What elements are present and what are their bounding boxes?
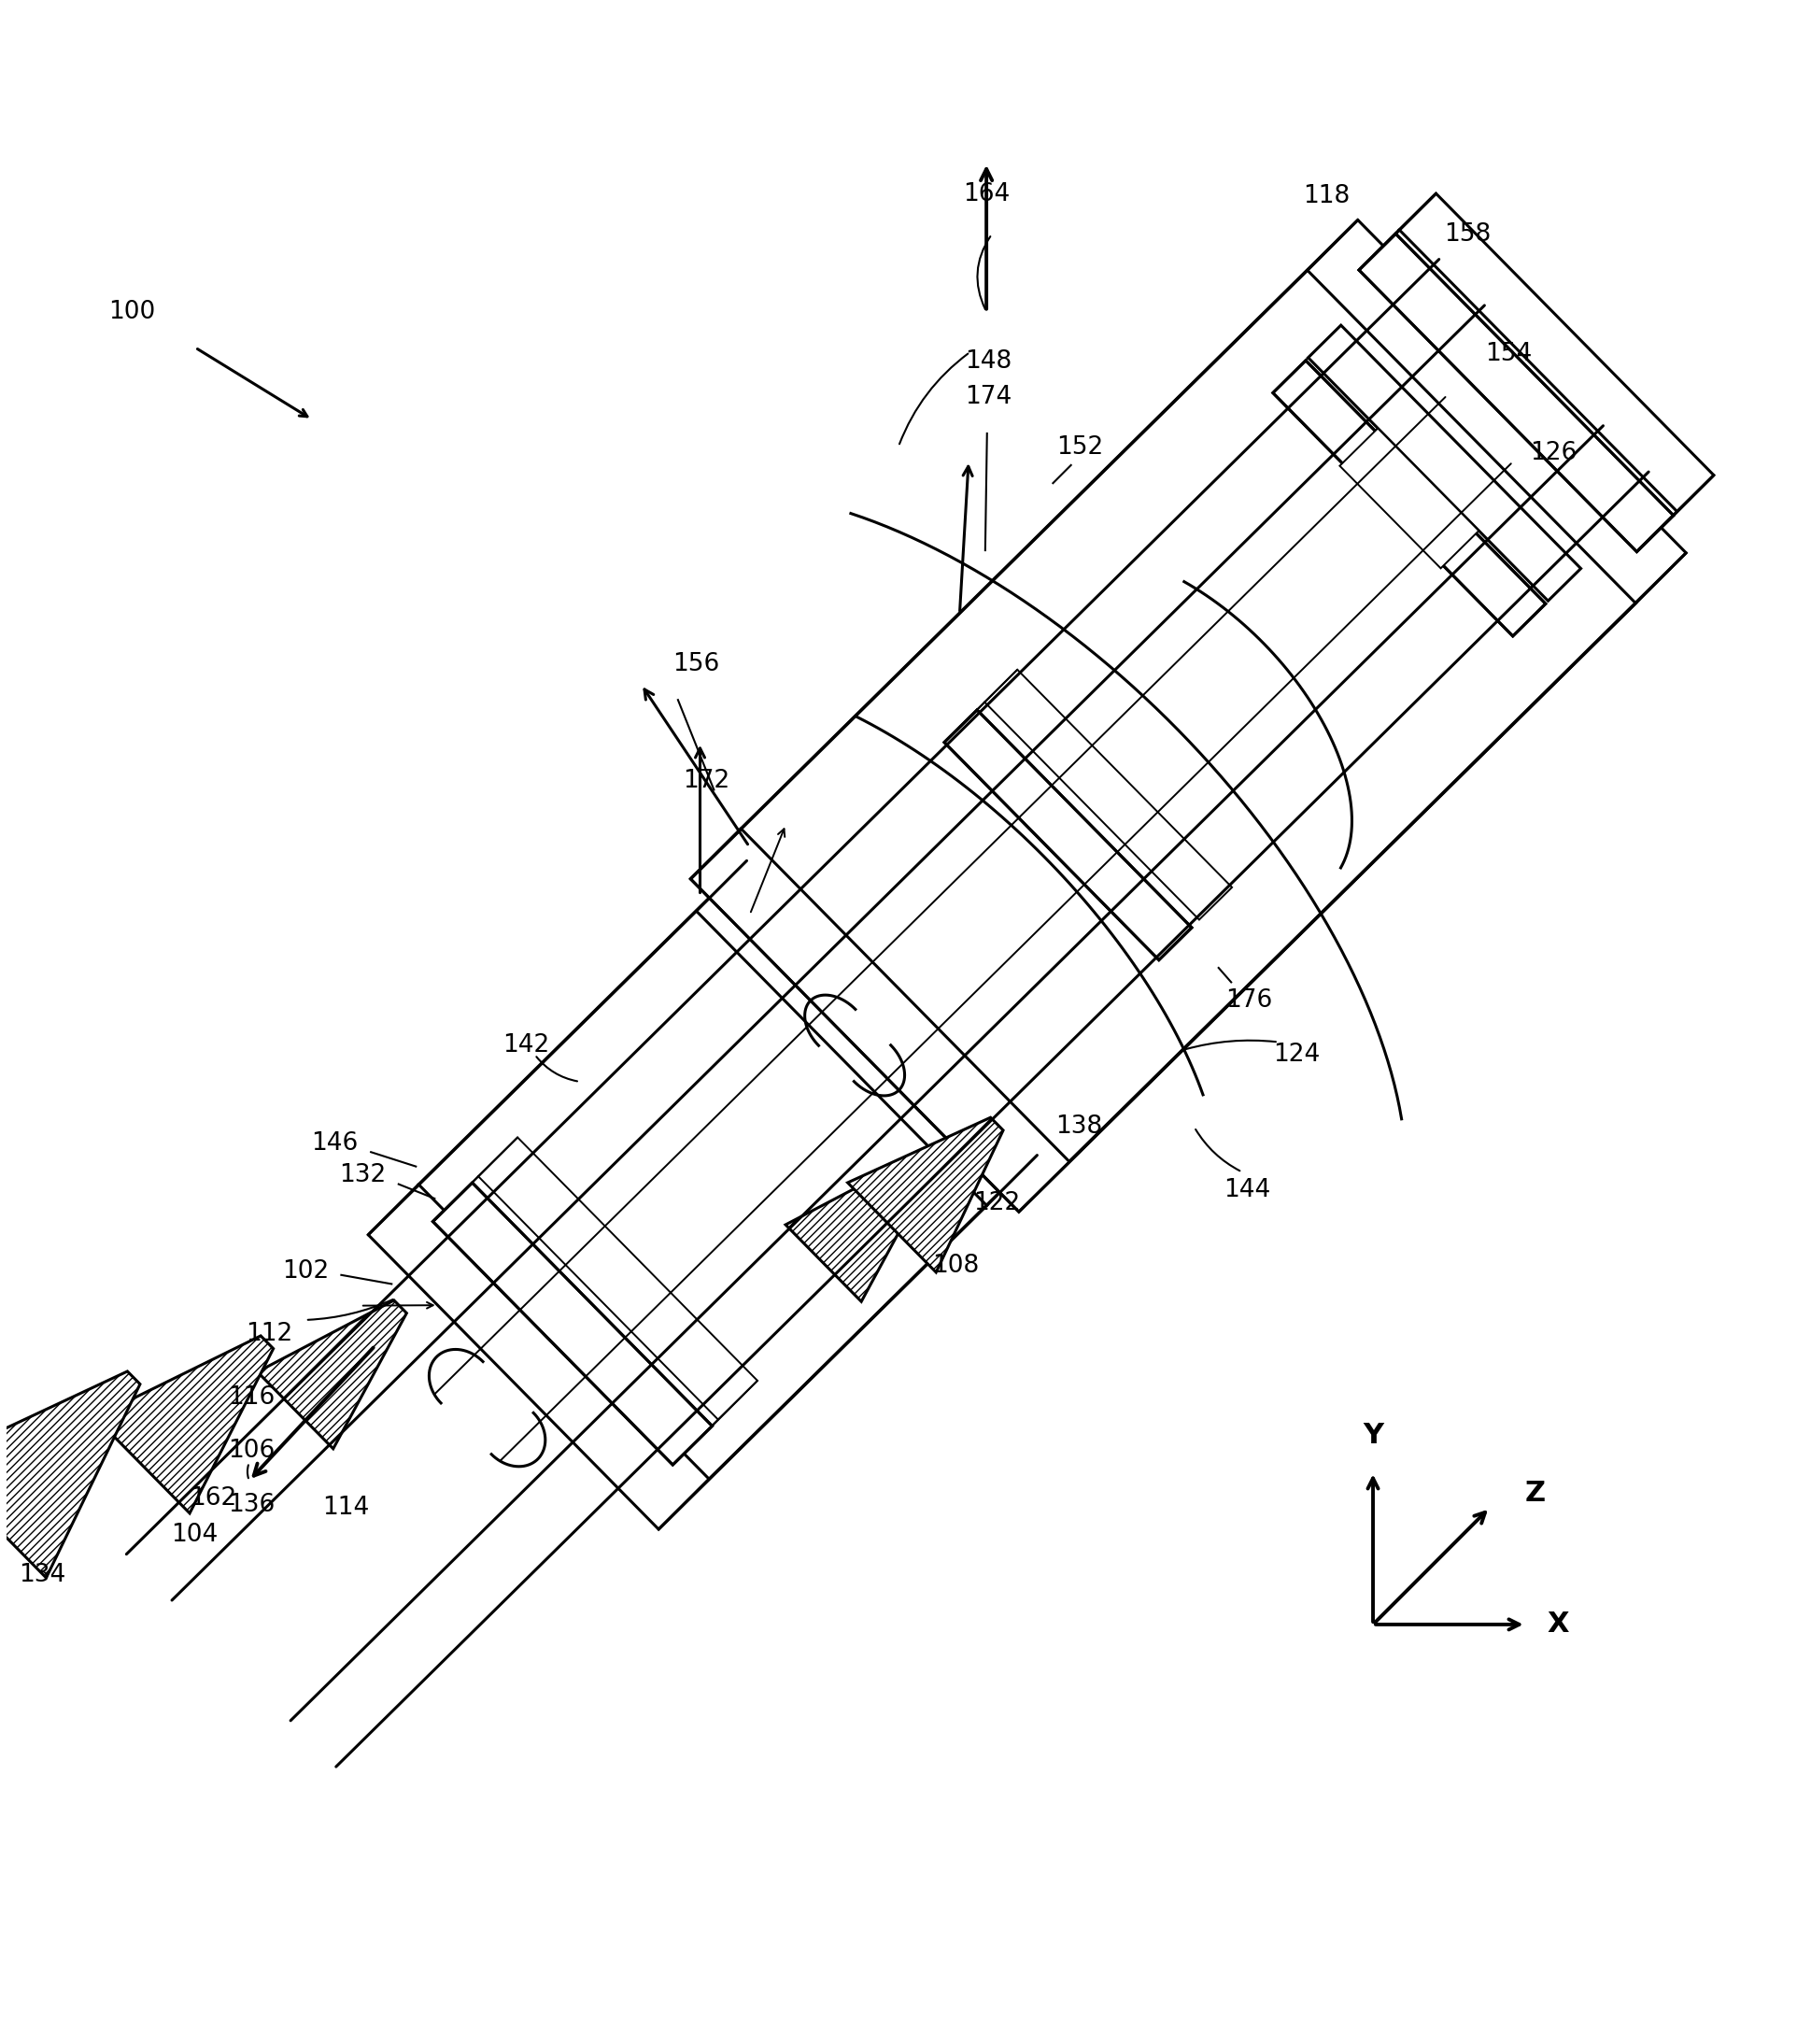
Text: 106: 106 <box>228 1439 275 1464</box>
Text: 144: 144 <box>1224 1177 1271 1202</box>
Text: 164: 164 <box>963 182 1011 206</box>
Polygon shape <box>944 709 1192 961</box>
Polygon shape <box>1308 325 1581 601</box>
Text: 102: 102 <box>283 1259 330 1284</box>
Polygon shape <box>1358 233 1673 552</box>
Text: 136: 136 <box>228 1492 275 1517</box>
Polygon shape <box>1340 429 1480 568</box>
Polygon shape <box>257 1300 407 1449</box>
Text: 176: 176 <box>1226 987 1273 1012</box>
Text: 122: 122 <box>973 1192 1020 1214</box>
Polygon shape <box>985 670 1231 920</box>
Text: 172: 172 <box>683 769 730 793</box>
Text: 126: 126 <box>1530 442 1577 466</box>
Text: 138: 138 <box>1056 1114 1103 1139</box>
Text: 146: 146 <box>311 1130 359 1155</box>
Text: 118: 118 <box>1302 184 1349 208</box>
Text: 154: 154 <box>1485 341 1532 366</box>
Text: 156: 156 <box>672 652 719 677</box>
Polygon shape <box>741 221 1686 1161</box>
Polygon shape <box>478 1136 757 1419</box>
Text: 148: 148 <box>965 350 1011 374</box>
Text: 108: 108 <box>933 1255 980 1278</box>
Polygon shape <box>1273 360 1545 636</box>
Text: 142: 142 <box>502 1034 549 1059</box>
Text: X: X <box>1547 1611 1568 1637</box>
Polygon shape <box>0 1372 139 1578</box>
Text: 124: 124 <box>1273 1042 1320 1067</box>
Text: 158: 158 <box>1443 223 1490 247</box>
Text: Z: Z <box>1525 1480 1545 1506</box>
Polygon shape <box>690 270 1635 1212</box>
Polygon shape <box>94 1337 273 1513</box>
Text: 104: 104 <box>172 1523 219 1547</box>
Text: 116: 116 <box>228 1386 275 1410</box>
Text: 112: 112 <box>246 1322 293 1347</box>
Text: Y: Y <box>1362 1423 1384 1449</box>
Text: 114: 114 <box>322 1496 369 1519</box>
Polygon shape <box>1400 194 1713 511</box>
Text: 134: 134 <box>18 1564 65 1588</box>
Text: 162: 162 <box>190 1486 237 1511</box>
Polygon shape <box>786 1153 934 1302</box>
Polygon shape <box>848 1118 1003 1271</box>
Text: 132: 132 <box>339 1163 386 1188</box>
Text: 152: 152 <box>1056 435 1103 460</box>
Text: 174: 174 <box>965 386 1012 409</box>
Text: 100: 100 <box>109 300 156 323</box>
Polygon shape <box>433 1183 712 1466</box>
